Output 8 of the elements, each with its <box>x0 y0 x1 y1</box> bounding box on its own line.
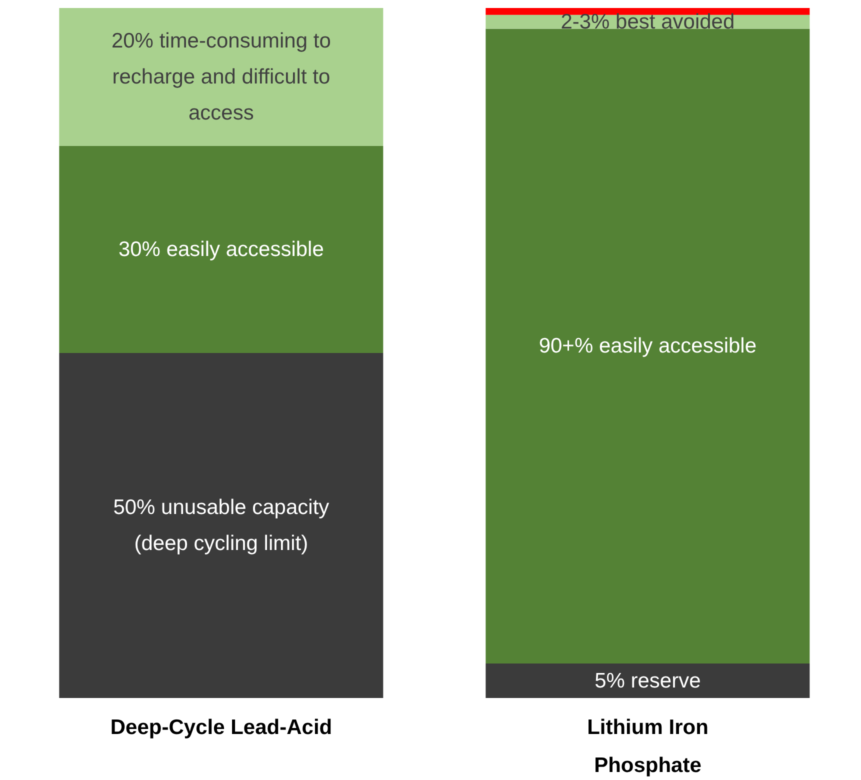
data-label: 90+% easily accessible <box>538 334 757 358</box>
x-tick-label: Lithium Iron Phosphate <box>587 716 708 777</box>
data-label: 30% easily accessible <box>118 238 324 261</box>
data-label: 2-3% best avoided <box>560 10 735 34</box>
data-label: 50% unusable capacity (deep cycling limit) <box>113 496 330 555</box>
x-tick-label: Deep-Cycle Lead-Acid <box>110 716 332 739</box>
data-label: 5% reserve <box>594 669 701 692</box>
data-label: 20% time-consuming to recharge and difficult to access <box>111 30 331 124</box>
